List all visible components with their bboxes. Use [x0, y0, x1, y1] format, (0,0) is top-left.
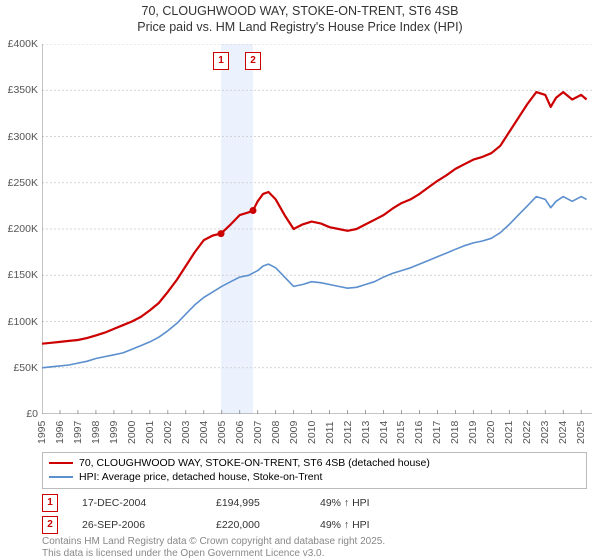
x-axis: 1995199619971998199920002001200220032004…: [42, 414, 592, 448]
event-pct: 49% ↑ HPI: [320, 497, 440, 509]
x-tick-label: 1999: [108, 421, 120, 444]
x-tick-label: 2005: [216, 421, 228, 444]
footer: Contains HM Land Registry data © Crown c…: [42, 536, 385, 559]
x-tick-label: 2014: [378, 421, 390, 444]
x-tick-label: 2017: [431, 421, 443, 444]
x-tick-label: 1996: [54, 421, 66, 444]
x-tick-label: 2009: [288, 421, 300, 444]
y-axis: £0£50K£100K£150K£200K£250K£300K£350K£400…: [0, 44, 40, 414]
x-tick-label: 2008: [270, 421, 282, 444]
legend: 70, CLOUGHWOOD WAY, STOKE-ON-TRENT, ST6 …: [42, 452, 587, 489]
y-tick-label: £100K: [8, 316, 38, 328]
event-date: 26-SEP-2006: [82, 519, 192, 531]
event-date: 17-DEC-2004: [82, 497, 192, 509]
plot-svg: [42, 44, 592, 414]
x-tick-label: 2023: [539, 421, 551, 444]
event-row: 2 26-SEP-2006 £220,000 49% ↑ HPI: [42, 516, 440, 534]
y-tick-label: £200K: [8, 223, 38, 235]
y-tick-label: £300K: [8, 131, 38, 143]
event-marker-label: 1: [213, 52, 229, 70]
x-tick-label: 2024: [557, 421, 569, 444]
x-tick-label: 2012: [342, 421, 354, 444]
x-tick-label: 2006: [234, 421, 246, 444]
legend-swatch-hpi: [49, 476, 73, 478]
chart-container: 70, CLOUGHWOOD WAY, STOKE-ON-TRENT, ST6 …: [0, 0, 600, 560]
event-row-marker: 2: [42, 516, 58, 534]
x-tick-label: 1997: [72, 421, 84, 444]
legend-swatch-subject: [49, 462, 73, 464]
x-tick-label: 2015: [395, 421, 407, 444]
chart-title: 70, CLOUGHWOOD WAY, STOKE-ON-TRENT, ST6 …: [0, 0, 600, 35]
title-line-2: Price paid vs. HM Land Registry's House …: [0, 20, 600, 36]
event-list: 1 17-DEC-2004 £194,995 49% ↑ HPI 2 26-SEP-200…: [42, 494, 440, 538]
x-tick-label: 2000: [126, 421, 138, 444]
x-tick-label: 2003: [180, 421, 192, 444]
x-tick-label: 2025: [575, 421, 587, 444]
x-tick-label: 1995: [36, 421, 48, 444]
x-tick-label: 2010: [306, 421, 318, 444]
x-tick-label: 2001: [144, 421, 156, 444]
x-tick-label: 2011: [324, 421, 336, 444]
x-tick-label: 1998: [90, 421, 102, 444]
event-marker-label: 2: [245, 52, 261, 70]
event-price: £220,000: [216, 519, 296, 531]
footer-line-1: Contains HM Land Registry data © Crown c…: [42, 536, 385, 548]
event-pct: 49% ↑ HPI: [320, 519, 440, 531]
x-tick-label: 2007: [252, 421, 264, 444]
x-tick-label: 2022: [521, 421, 533, 444]
x-tick-label: 2016: [413, 421, 425, 444]
legend-label-subject: 70, CLOUGHWOOD WAY, STOKE-ON-TRENT, ST6 …: [79, 457, 430, 469]
y-tick-label: £0: [26, 408, 38, 420]
y-tick-label: £250K: [8, 177, 38, 189]
event-row-marker: 1: [42, 494, 58, 512]
y-tick-label: £350K: [8, 84, 38, 96]
footer-line-2: This data is licensed under the Open Gov…: [42, 548, 385, 560]
legend-label-hpi: HPI: Average price, detached house, Stok…: [79, 471, 322, 483]
x-tick-label: 2020: [485, 421, 497, 444]
x-tick-label: 2018: [449, 421, 461, 444]
y-tick-label: £400K: [8, 38, 38, 50]
title-line-1: 70, CLOUGHWOOD WAY, STOKE-ON-TRENT, ST6 …: [0, 4, 600, 20]
x-tick-label: 2002: [162, 421, 174, 444]
x-tick-label: 2021: [503, 421, 515, 444]
event-row: 1 17-DEC-2004 £194,995 49% ↑ HPI: [42, 494, 440, 512]
event-price: £194,995: [216, 497, 296, 509]
x-tick-label: 2013: [360, 421, 372, 444]
legend-item-hpi: HPI: Average price, detached house, Stok…: [49, 471, 580, 483]
x-tick-label: 2004: [198, 421, 210, 444]
x-tick-label: 2019: [467, 421, 479, 444]
legend-item-subject: 70, CLOUGHWOOD WAY, STOKE-ON-TRENT, ST6 …: [49, 457, 580, 469]
plot-area: 12: [42, 44, 592, 414]
y-tick-label: £150K: [8, 269, 38, 281]
y-tick-label: £50K: [13, 362, 38, 374]
